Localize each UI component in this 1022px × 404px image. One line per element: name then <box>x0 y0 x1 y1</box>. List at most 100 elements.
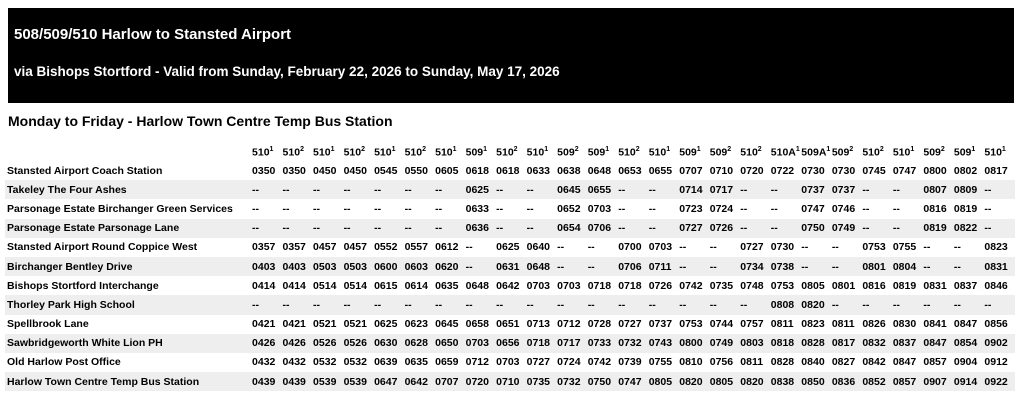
column-header: 5101 <box>984 143 1015 161</box>
time: -- <box>679 295 710 315</box>
time: 0748 <box>740 279 764 292</box>
time: 0841 <box>923 318 947 331</box>
time: -- <box>374 218 405 238</box>
column-header: 5102 <box>496 143 527 161</box>
time: 0836 <box>831 372 863 392</box>
note: 2 <box>574 145 579 153</box>
time: -- <box>252 218 283 238</box>
column-header: 5091 <box>588 143 619 161</box>
time: -- <box>953 295 985 315</box>
column-header: 5092 <box>923 143 954 161</box>
time: 0450 <box>343 164 367 177</box>
time: 0832 <box>862 333 893 353</box>
row: Sawbridgeworth White Lion PH 0426 0426 0526… <box>5 333 1015 353</box>
column-header: 5091 <box>954 143 985 161</box>
time: 0826 <box>862 318 886 331</box>
note: 2 <box>422 145 427 153</box>
time: 0724 <box>557 356 581 369</box>
time: 0618 <box>496 164 520 177</box>
time: 0827 <box>831 356 856 369</box>
time: 0652 <box>557 202 581 215</box>
time: 0426 <box>282 333 314 353</box>
column-header: 5101 <box>252 143 283 161</box>
time: -- <box>404 202 412 215</box>
row: Birchanger Bentley Drive 0403 0403 0503 0503… <box>5 256 1015 277</box>
time: 0648 <box>587 164 612 177</box>
note: 1 <box>910 145 915 153</box>
time: 0557 <box>404 241 428 254</box>
column-header: 5101 <box>313 143 344 161</box>
time: 0750 <box>801 218 832 238</box>
time: 0732 <box>557 372 588 392</box>
time: 0738 <box>770 256 802 277</box>
time: -- <box>557 256 588 277</box>
time: 0807 <box>923 180 954 200</box>
time: 0703 <box>465 333 497 353</box>
time: 0614 <box>404 279 428 292</box>
note: 2 <box>361 145 365 153</box>
time: 0847 <box>892 356 917 369</box>
time: 0615 <box>374 279 398 292</box>
time: 0432 <box>252 356 276 369</box>
time: 0811 <box>831 318 855 331</box>
time: -- <box>465 241 473 254</box>
time: -- <box>831 256 863 277</box>
route: 509 <box>953 146 972 159</box>
time: 0823 <box>801 318 825 331</box>
time: -- <box>313 295 344 315</box>
time: 0808 <box>770 295 802 315</box>
row: Parsonage Estate Birchanger Green Servic… <box>5 199 1015 218</box>
time: 0656 <box>496 333 527 353</box>
note: 2 <box>513 145 518 153</box>
time: 0755 <box>648 356 673 369</box>
time: 0753 <box>679 318 703 331</box>
time: -- <box>892 180 924 200</box>
time: -- <box>801 256 832 277</box>
route: 510 <box>252 146 270 159</box>
stop-name: Thorley Park High School <box>5 295 253 315</box>
time: 0811 <box>770 318 794 331</box>
time: 0854 <box>953 333 985 353</box>
time: -- <box>587 256 619 277</box>
banner: 508/509/510 Harlow to Stansted Airport v… <box>8 8 1014 103</box>
time: 0828 <box>770 356 795 369</box>
time: -- <box>343 218 375 238</box>
time: 0847 <box>953 318 978 331</box>
time: 0743 <box>648 333 680 353</box>
time: 0439 <box>252 372 283 392</box>
time: -- <box>740 180 771 200</box>
time: -- <box>496 295 527 315</box>
time: -- <box>343 295 375 315</box>
time: 0820 <box>740 372 771 392</box>
route: 510 <box>526 146 545 159</box>
column-header: 5092 <box>710 143 741 161</box>
time: 0726 <box>709 218 741 238</box>
time: -- <box>313 180 344 200</box>
time: -- <box>435 218 466 238</box>
time: 0749 <box>831 218 863 238</box>
time: -- <box>252 295 283 315</box>
time: -- <box>557 295 588 315</box>
time: 0720 <box>465 372 497 392</box>
column-header: 510A1 <box>771 143 802 161</box>
time: 0726 <box>648 279 673 292</box>
time: 0735 <box>526 372 558 392</box>
time: -- <box>404 295 436 315</box>
column-header: 5102 <box>405 143 436 161</box>
column-header: 5101 <box>435 143 466 161</box>
row: Harlow Town Centre Temp Bus Station 0439 0… <box>5 372 1015 392</box>
note: 1 <box>605 145 610 153</box>
time: 0755 <box>892 241 917 254</box>
section-title: Monday to Friday - Harlow Town Centre Te… <box>8 113 393 129</box>
time: -- <box>770 180 802 200</box>
time: -- <box>984 218 1015 238</box>
time: 0746 <box>831 202 856 215</box>
time: 0539 <box>313 372 344 392</box>
note: 1 <box>795 145 800 153</box>
time: 0803 <box>740 333 771 353</box>
time: 0856 <box>984 318 1008 331</box>
time: -- <box>892 202 900 215</box>
time: 0800 <box>923 164 947 177</box>
column-header: 5101 <box>374 143 405 161</box>
time: 0600 <box>374 256 405 277</box>
